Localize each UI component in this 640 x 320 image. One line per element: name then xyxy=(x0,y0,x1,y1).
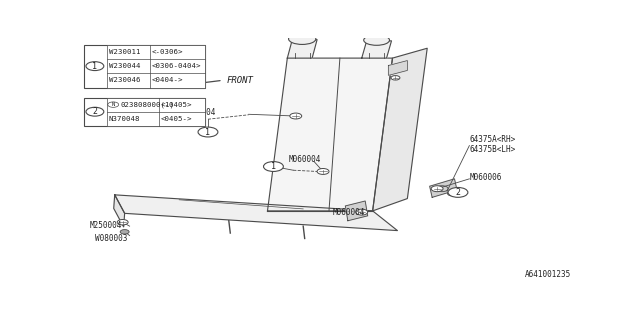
Circle shape xyxy=(447,191,456,196)
Circle shape xyxy=(86,107,104,116)
Polygon shape xyxy=(362,41,392,58)
FancyBboxPatch shape xyxy=(84,98,205,126)
Text: <0405->: <0405-> xyxy=(161,116,192,122)
Text: M060004: M060004 xyxy=(184,108,216,117)
Circle shape xyxy=(86,62,104,70)
Circle shape xyxy=(117,220,128,225)
Circle shape xyxy=(391,76,400,80)
Circle shape xyxy=(317,169,329,174)
Polygon shape xyxy=(372,48,428,211)
Text: <0404->: <0404-> xyxy=(152,77,183,84)
Circle shape xyxy=(356,209,367,215)
FancyBboxPatch shape xyxy=(107,98,205,126)
Text: M250004: M250004 xyxy=(90,221,122,230)
Circle shape xyxy=(198,127,218,137)
Text: W080003: W080003 xyxy=(95,234,127,243)
Polygon shape xyxy=(114,195,125,227)
Polygon shape xyxy=(429,179,457,197)
Polygon shape xyxy=(287,40,317,58)
Text: 64375A<RH>: 64375A<RH> xyxy=(469,135,516,144)
Polygon shape xyxy=(268,58,392,211)
Circle shape xyxy=(264,162,284,172)
FancyBboxPatch shape xyxy=(107,44,205,88)
Text: <0306-0404>: <0306-0404> xyxy=(152,63,201,69)
Circle shape xyxy=(431,186,443,192)
Text: 1: 1 xyxy=(205,128,211,137)
Text: 023808000(1): 023808000(1) xyxy=(120,101,174,108)
Polygon shape xyxy=(346,201,367,221)
Text: W230011: W230011 xyxy=(109,49,141,55)
Text: W230046: W230046 xyxy=(109,77,141,84)
Text: N370048: N370048 xyxy=(108,116,140,122)
Polygon shape xyxy=(115,195,397,231)
Text: 1: 1 xyxy=(92,62,97,71)
Text: 64375B<LH>: 64375B<LH> xyxy=(469,145,516,154)
Text: 2: 2 xyxy=(456,188,460,197)
Circle shape xyxy=(290,113,301,119)
Text: <-0405>: <-0405> xyxy=(161,102,192,108)
Polygon shape xyxy=(388,60,408,75)
Text: <-0306>: <-0306> xyxy=(152,49,183,55)
Text: 1: 1 xyxy=(271,162,276,171)
Text: M060004: M060004 xyxy=(333,208,365,217)
Ellipse shape xyxy=(289,33,316,44)
Ellipse shape xyxy=(364,35,390,45)
Text: FRONT: FRONT xyxy=(227,76,253,85)
Text: M060006: M060006 xyxy=(469,173,502,182)
Text: A641001235: A641001235 xyxy=(525,270,571,279)
FancyBboxPatch shape xyxy=(84,44,205,88)
Text: N: N xyxy=(111,102,115,107)
Text: 2: 2 xyxy=(92,107,97,116)
Circle shape xyxy=(120,230,129,234)
Text: W230044: W230044 xyxy=(109,63,141,69)
Circle shape xyxy=(448,188,468,197)
Text: M060004: M060004 xyxy=(288,155,321,164)
